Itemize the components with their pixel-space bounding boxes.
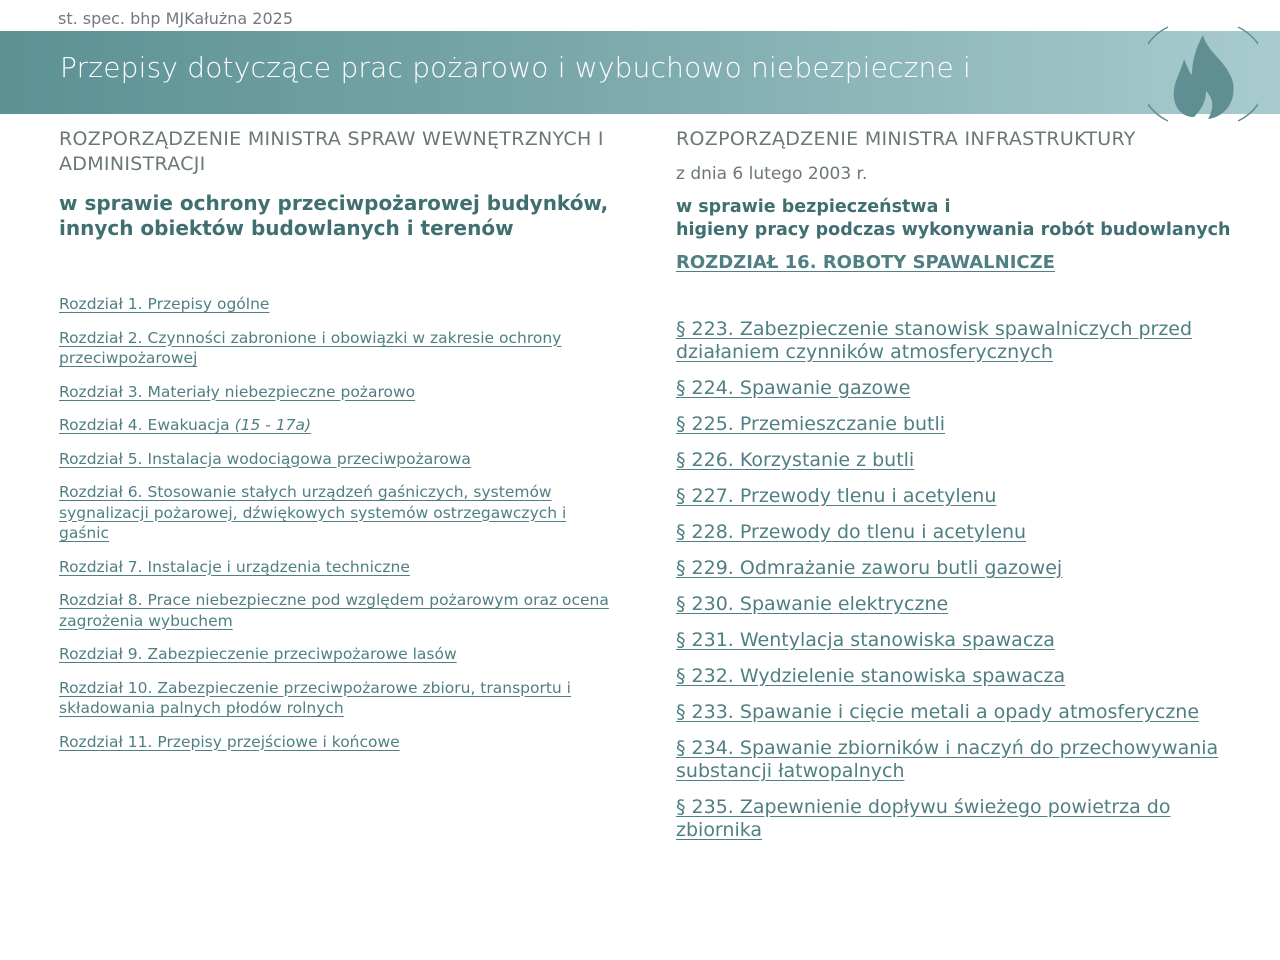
chapter-link[interactable]: Rozdział 11. Przepisy przejściowe i końc… — [59, 732, 400, 751]
paragraph-link[interactable]: § 233. Spawanie i cięcie metali a opady … — [676, 701, 1200, 723]
paragraph-link[interactable]: § 231. Wentylacja stanowiska spawacza — [676, 629, 1055, 651]
chapter-link[interactable]: Rozdział 4. Ewakuacja (15 - 17a) — [59, 415, 619, 436]
chapter-link[interactable]: Rozdział 1. Przepisy ogólne — [59, 295, 270, 313]
paragraph-links: § 223. Zabezpieczenie stanowisk spawalni… — [676, 318, 1236, 842]
paragraph-link[interactable]: § 235. Zapewnienie dopływu świeżego powi… — [676, 796, 1171, 841]
paragraph-link[interactable]: § 225. Przemieszczanie butli — [676, 413, 946, 435]
ministry-heading: ROZPORZĄDZENIE MINISTRA SPRAW WEWNĘTRZNY… — [59, 128, 604, 175]
paragraph-link[interactable]: § 232. Wydzielenie stanowiska spawacza — [676, 665, 1066, 687]
paragraph-link[interactable]: § 223. Zabezpieczenie stanowisk spawalni… — [676, 318, 1193, 363]
chapter-link-range: (15 - 17a) — [234, 416, 312, 434]
chapter-link[interactable]: Rozdział 5. Instalacja wodociągowa przec… — [59, 449, 471, 468]
regulation-date: z dnia 6 lutego 2003 r. — [676, 164, 868, 184]
paragraph-link[interactable]: § 228. Przewody do tlenu i acetylenu — [676, 521, 1027, 543]
chapter-link-label: Rozdział 4. Ewakuacja — [59, 416, 235, 434]
ministry-heading: ROZPORZĄDZENIE MINISTRA INFRASTRUKTURY — [676, 128, 1136, 150]
chapter-link[interactable]: Rozdział 6. Stosowanie stałych urządzeń … — [59, 483, 567, 542]
left-column: ROZPORZĄDZENIE MINISTRA SPRAW WEWNĘTRZNY… — [59, 127, 619, 765]
right-column: ROZPORZĄDZENIE MINISTRA INFRASTRUKTURY z… — [676, 127, 1236, 855]
paragraph-link[interactable]: § 224. Spawanie gazowe — [676, 377, 911, 399]
regulation-subject: w sprawie ochrony przeciwpożarowej budyn… — [59, 191, 609, 240]
chapter-16-link[interactable]: ROZDZIAŁ 16. ROBOTY SPAWALNICZE — [676, 252, 1055, 273]
flame-icon — [1148, 26, 1258, 122]
paragraph-link[interactable]: § 230. Spawanie elektryczne — [676, 593, 949, 615]
subject-line: w sprawie bezpieczeństwa i — [676, 197, 951, 217]
chapter-links: Rozdział 1. Przepisy ogólne Rozdział 2. … — [59, 294, 619, 752]
chapter-link[interactable]: Rozdział 3. Materiały niebezpieczne poża… — [59, 382, 416, 401]
chapter-link[interactable]: Rozdział 9. Zabezpieczenie przeciwpożaro… — [59, 645, 457, 663]
subject-line: higieny pracy podczas wykonywania robót … — [676, 220, 1231, 240]
title-banner: Przepisy dotyczące prac pożarowo i wybuc… — [0, 26, 1280, 122]
chapter-link[interactable]: Rozdział 10. Zabezpieczenie przeciwpożar… — [59, 678, 571, 718]
paragraph-link[interactable]: § 229. Odmrażanie zaworu butli gazowej — [676, 557, 1063, 579]
author-credit: st. spec. bhp MJKałużna 2025 — [58, 9, 293, 28]
chapter-link[interactable]: Rozdział 2. Czynności zabronione i obowi… — [59, 328, 562, 368]
regulation-subject: w sprawie bezpieczeństwa i higieny pracy… — [676, 196, 1236, 242]
chapter-link[interactable]: Rozdział 8. Prace niebezpieczne pod wzgl… — [59, 591, 609, 630]
paragraph-link[interactable]: § 234. Spawanie zbiorników i naczyń do p… — [676, 737, 1219, 782]
chapter-link[interactable]: Rozdział 7. Instalacje i urządzenia tech… — [59, 557, 410, 576]
paragraph-link[interactable]: § 226. Korzystanie z butli — [676, 449, 915, 471]
paragraph-link[interactable]: § 227. Przewody tlenu i acetylenu — [676, 485, 997, 507]
page-title: Przepisy dotyczące prac pożarowo i wybuc… — [60, 51, 971, 84]
